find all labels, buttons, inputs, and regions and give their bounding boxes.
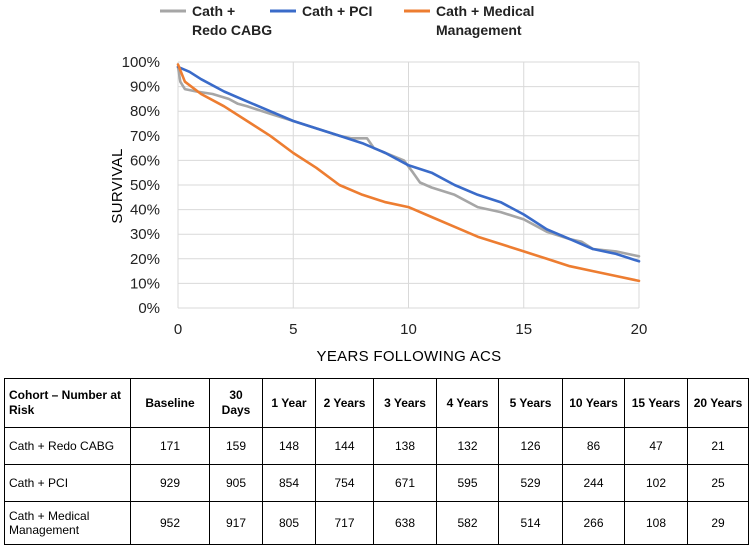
risk-table-cohort-label: Cath + Medical Management bbox=[4, 501, 131, 545]
y-tick-label: 80% bbox=[130, 103, 160, 120]
risk-table-cell: 595 bbox=[436, 464, 499, 502]
risk-table-cell: 102 bbox=[624, 464, 688, 502]
y-axis-label: SURVIVAL bbox=[109, 148, 126, 223]
risk-table-header-cell: 1 Year bbox=[262, 378, 316, 428]
x-tick-label: 10 bbox=[400, 321, 417, 338]
risk-table-header-cell: 4 Years bbox=[436, 378, 499, 428]
y-tick-label: 0% bbox=[138, 300, 160, 317]
risk-table-cell: 805 bbox=[262, 501, 316, 545]
y-tick-label: 70% bbox=[130, 128, 160, 145]
risk-table-header-cell: Baseline bbox=[130, 378, 210, 428]
risk-table-header-row: Cohort – Number at Risk Baseline 30 Days 1… bbox=[4, 378, 749, 428]
y-axis-ticks: 0% 10% 20% 30% 40% 50% 60% 70% 80% 90% 100% bbox=[122, 54, 160, 317]
risk-table-header-cell: 30 Days bbox=[209, 378, 263, 428]
legend-label-3: Management bbox=[436, 22, 522, 38]
risk-table-row: Cath + PCI 929 905 854 754 671 595 529 244 102 25 bbox=[4, 464, 749, 502]
risk-table-row: Cath + Redo CABG 171 159 148 144 138 132 126 86 4… bbox=[4, 427, 749, 465]
risk-table-cell: 582 bbox=[436, 501, 499, 545]
risk-table-cell: 917 bbox=[209, 501, 263, 545]
y-tick-label: 10% bbox=[130, 275, 160, 292]
risk-table-cell: 132 bbox=[436, 427, 499, 465]
risk-table-cell: 854 bbox=[262, 464, 316, 502]
risk-table-cell: 638 bbox=[373, 501, 437, 545]
y-tick-label: 40% bbox=[130, 202, 160, 219]
y-tick-label: 20% bbox=[130, 251, 160, 268]
y-tick-label: 100% bbox=[122, 54, 160, 71]
y-tick-label: 60% bbox=[130, 152, 160, 169]
series-line-3 bbox=[176, 63, 641, 283]
x-axis-ticks: 0 5 10 15 20 bbox=[174, 321, 648, 338]
risk-table-header-cohort: Cohort – Number at Risk bbox=[4, 378, 131, 428]
risk-table-cell: 929 bbox=[130, 464, 210, 502]
risk-table-header-cell: 5 Years bbox=[498, 378, 563, 428]
risk-table-header-cell: 10 Years bbox=[562, 378, 625, 428]
chart-series bbox=[176, 63, 641, 283]
risk-table-header-cell: 2 Years bbox=[315, 378, 374, 428]
y-tick-label: 90% bbox=[130, 79, 160, 96]
risk-table-cell: 159 bbox=[209, 427, 263, 465]
x-tick-label: 0 bbox=[174, 321, 182, 338]
x-tick-label: 5 bbox=[289, 321, 297, 338]
risk-table-cell: 754 bbox=[315, 464, 374, 502]
risk-table-cell: 108 bbox=[624, 501, 688, 545]
risk-table-header-cell: 3 Years bbox=[373, 378, 437, 428]
risk-table-cell: 952 bbox=[130, 501, 210, 545]
risk-table-cell: 266 bbox=[562, 501, 625, 545]
risk-table-cell: 138 bbox=[373, 427, 437, 465]
risk-table-header-cell: 20 Years bbox=[687, 378, 749, 428]
risk-table-cell: 244 bbox=[562, 464, 625, 502]
legend-label-2: Cath + PCI bbox=[302, 3, 372, 19]
risk-table-cell: 905 bbox=[209, 464, 263, 502]
risk-table-cell: 29 bbox=[687, 501, 749, 545]
y-tick-label: 50% bbox=[130, 177, 160, 194]
risk-table-cell: 717 bbox=[315, 501, 374, 545]
risk-table-cell: 171 bbox=[130, 427, 210, 465]
risk-table-cell: 148 bbox=[262, 427, 316, 465]
risk-table-cell: 529 bbox=[498, 464, 563, 502]
legend-label-3: Cath + Medical bbox=[436, 3, 534, 19]
chart-legend: Cath + Redo CABG Cath + PCI Cath + Medical M… bbox=[160, 3, 534, 38]
risk-table-cell: 25 bbox=[687, 464, 749, 502]
risk-table-cell: 86 bbox=[562, 427, 625, 465]
x-tick-label: 20 bbox=[631, 321, 648, 338]
risk-table-cell: 144 bbox=[315, 427, 374, 465]
y-tick-label: 30% bbox=[130, 226, 160, 243]
x-axis-label: YEARS FOLLOWING ACS bbox=[317, 348, 502, 365]
risk-table-header-cell: 15 Years bbox=[624, 378, 688, 428]
risk-table-cohort-label: Cath + Redo CABG bbox=[4, 427, 131, 465]
risk-table-cell: 126 bbox=[498, 427, 563, 465]
risk-table-row: Cath + Medical Management 952 917 805 717 638… bbox=[4, 501, 749, 545]
chart-grid bbox=[177, 61, 640, 309]
risk-table-cell: 514 bbox=[498, 501, 563, 545]
risk-table-cell: 47 bbox=[624, 427, 688, 465]
legend-label-1: Redo CABG bbox=[192, 22, 272, 38]
series-line-2 bbox=[176, 65, 641, 263]
number-at-risk-table: Cohort – Number at Risk Baseline 30 Days 1… bbox=[4, 378, 749, 545]
x-tick-label: 15 bbox=[515, 321, 532, 338]
legend-label-1: Cath + bbox=[192, 3, 235, 19]
risk-table-cohort-label: Cath + PCI bbox=[4, 464, 131, 502]
risk-table-cell: 21 bbox=[687, 427, 749, 465]
risk-table-cell: 671 bbox=[373, 464, 437, 502]
survival-chart: 0% 10% 20% 30% 40% 50% 60% 70% 80% 90% 100% 0 5 10 15… bbox=[109, 3, 648, 365]
